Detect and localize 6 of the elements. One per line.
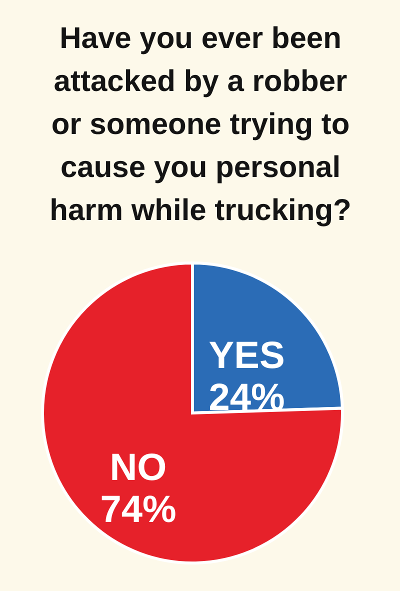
slice-label: NO: [110, 447, 167, 490]
chart-title: Have you ever been attacked by a robber or someone trying to cause you personal harm while trucking?: [50, 22, 352, 227]
pie-slice: [41, 262, 344, 564]
data-label: 24%: [208, 376, 285, 419]
data-label: 74%: [100, 489, 176, 532]
slice-label: YES: [208, 334, 285, 377]
